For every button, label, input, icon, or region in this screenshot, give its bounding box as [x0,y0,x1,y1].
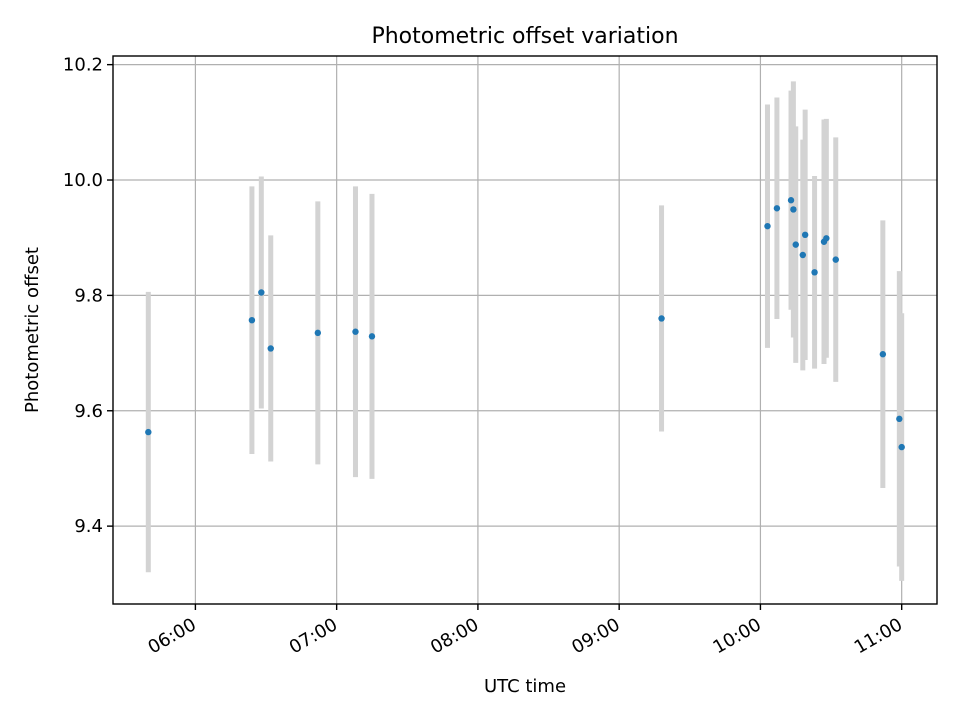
data-point [811,269,818,276]
y-tick-label: 10.0 [63,170,103,191]
data-point [145,428,152,436]
y-tick-label: 9.4 [74,516,103,537]
plot-frame [112,55,938,605]
data-point [314,329,322,337]
data-point [773,205,781,212]
data-point [764,222,771,230]
y-axis-label: Photometric offset [22,247,43,413]
data-point [248,316,256,324]
data-point [823,235,830,242]
data-point [368,333,376,340]
data-point [832,256,839,263]
y-tick-label: 9.6 [74,401,103,422]
data-point [799,251,807,259]
data-point [879,351,887,358]
y-tick-label: 10.2 [63,55,103,76]
data-point [898,443,905,451]
chart-title: Photometric offset variation [371,24,678,49]
data-point [801,231,809,239]
data-point [658,315,665,322]
data-point [896,415,903,423]
x-axis-label: UTC time [484,676,566,697]
data-point [792,241,799,248]
y-tick-label: 9.8 [74,285,103,306]
data-point [787,197,795,204]
data-point [790,206,797,213]
data-point [258,289,265,296]
data-point [267,345,274,352]
data-points [145,197,905,451]
data-point [352,328,359,335]
